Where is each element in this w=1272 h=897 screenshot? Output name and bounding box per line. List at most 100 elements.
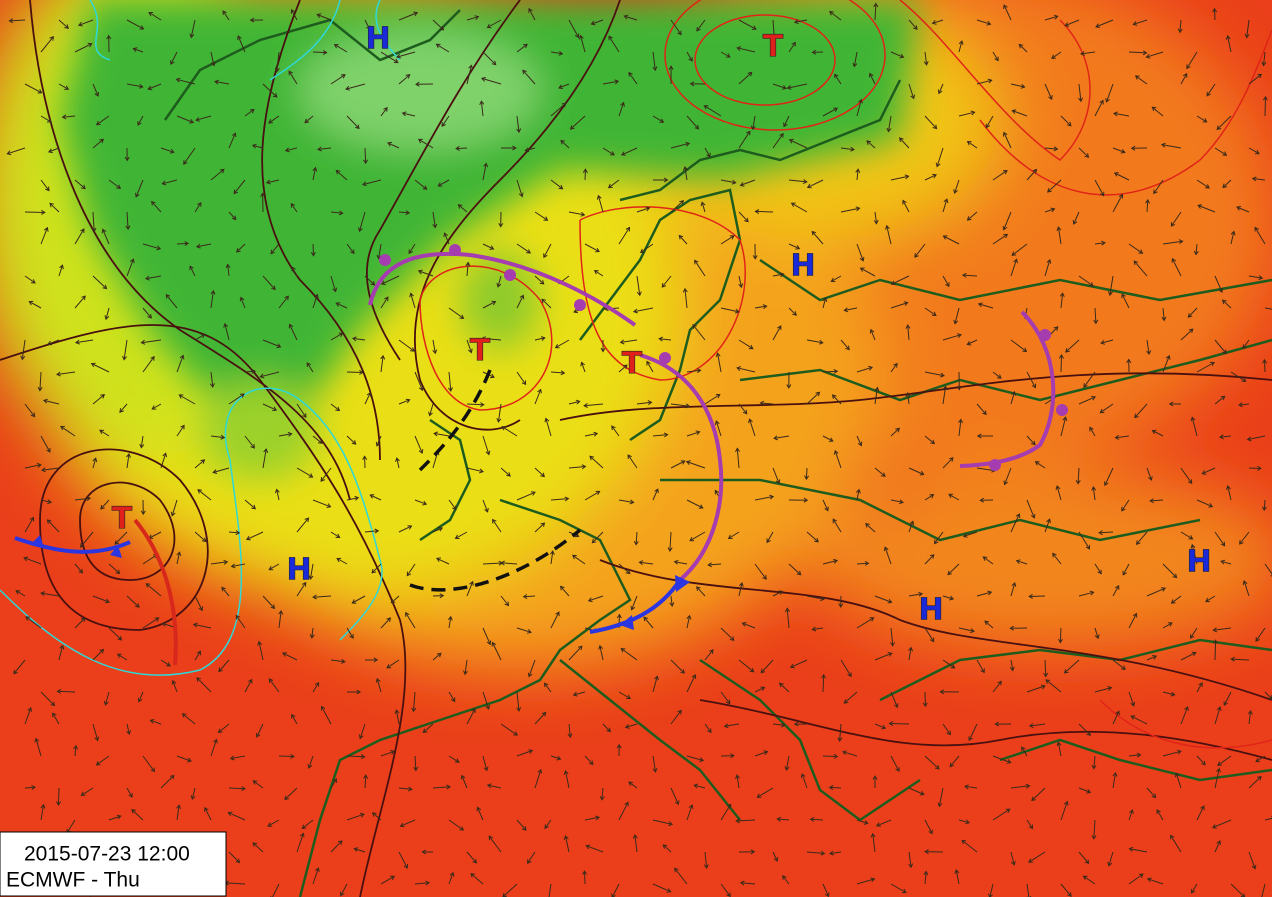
wind-arrow (192, 622, 212, 629)
wind-arrow (599, 787, 605, 801)
wind-arrow (992, 755, 1012, 764)
wind-arrow (1056, 741, 1062, 757)
wind-arrow (890, 174, 910, 181)
wind-arrow (466, 467, 484, 474)
wind-arrow (414, 179, 428, 190)
wind-arrow (1230, 656, 1250, 662)
wind-arrow (1244, 19, 1250, 39)
wind-arrow (942, 659, 956, 669)
wind-arrow (132, 47, 144, 53)
wind-arrow (937, 83, 944, 95)
wind-arrow (432, 19, 445, 31)
wind-arrow (428, 403, 434, 417)
wind-arrow (149, 719, 162, 725)
wind-arrow (13, 659, 26, 675)
wind-arrow (793, 721, 808, 727)
wind-arrow (534, 275, 545, 285)
wind-arrow (90, 362, 110, 373)
wind-arrow (811, 230, 824, 245)
wind-arrow (189, 265, 196, 277)
wind-arrow (126, 83, 144, 89)
wind-arrow (380, 296, 389, 309)
wind-arrow (738, 211, 749, 223)
wind-arrow (720, 51, 731, 58)
wind-arrow (399, 819, 416, 828)
wind-arrow (52, 712, 60, 725)
wind-arrow (760, 659, 774, 674)
wind-arrow (563, 835, 570, 853)
wind-arrow (1130, 715, 1148, 725)
wind-arrow (351, 336, 366, 342)
wind-arrow (809, 816, 824, 822)
wind-arrow (335, 169, 348, 181)
wind-arrow (1094, 686, 1113, 693)
wind-arrow (908, 467, 925, 476)
wind-arrow (639, 243, 654, 254)
wind-arrow (380, 750, 396, 757)
wind-arrow (772, 83, 787, 90)
wind-arrow (673, 559, 688, 565)
wind-arrow (748, 418, 756, 437)
wind-arrow (448, 371, 453, 392)
wind-arrow (1180, 72, 1188, 85)
wind-arrow (789, 659, 808, 669)
wind-arrow (1098, 530, 1114, 536)
wind-arrow (114, 531, 128, 545)
wind-arrow (832, 518, 842, 533)
wind-arrow (723, 723, 740, 729)
wind-arrow (898, 137, 910, 149)
wind-arrow (1091, 755, 1097, 770)
wind-arrow (528, 7, 536, 21)
wind-arrow (223, 322, 230, 341)
wind-arrow (364, 275, 376, 286)
wind-arrow (580, 361, 586, 373)
wind-arrow (754, 304, 768, 310)
wind-arrow (1009, 625, 1028, 631)
wind-arrow (176, 241, 190, 247)
pressure-label: H (790, 249, 815, 284)
wind-arrow (312, 435, 323, 444)
wind-arrow (754, 494, 775, 501)
wind-arrow (942, 457, 954, 469)
wind-arrow (252, 780, 264, 789)
wind-arrow (869, 328, 876, 341)
wind-arrow (1113, 111, 1130, 117)
wind-arrow (1134, 403, 1148, 419)
wind-arrow (496, 275, 502, 288)
wind-arrow (516, 43, 528, 53)
wind-arrow (693, 783, 706, 789)
wind-arrow (210, 168, 225, 181)
wind-arrow (1247, 709, 1253, 725)
wind-arrow (607, 179, 620, 189)
wind-arrow (74, 179, 86, 190)
wind-arrow (414, 499, 428, 506)
wind-arrow (752, 243, 758, 260)
wind-arrow (307, 755, 314, 769)
wind-arrow (432, 652, 442, 661)
wind-arrow (432, 593, 445, 599)
wind-arrow (222, 10, 230, 21)
wind-arrow (1162, 749, 1182, 757)
wind-arrow (1094, 627, 1100, 640)
wind-arrow (840, 659, 852, 678)
wind-arrow (1261, 883, 1266, 897)
wind-arrow (543, 243, 552, 259)
wind-arrow (1214, 706, 1222, 725)
wind-arrow (738, 19, 757, 30)
wind-arrow (908, 851, 914, 869)
wind-arrow (652, 883, 672, 893)
wind-arrow (992, 233, 1009, 245)
wind-arrow (358, 211, 366, 233)
wind-arrow (369, 494, 382, 501)
wind-arrow (961, 272, 978, 278)
wind-arrow (608, 35, 620, 53)
wind-arrow (584, 815, 601, 821)
wind-arrow (1145, 198, 1151, 213)
wind-arrow (1146, 339, 1152, 356)
wind-arrow (620, 648, 638, 661)
wind-arrow (686, 614, 692, 629)
wind-arrow (262, 448, 269, 469)
wind-arrow (806, 531, 819, 543)
wind-arrow (569, 115, 586, 130)
wind-arrow (516, 491, 536, 501)
